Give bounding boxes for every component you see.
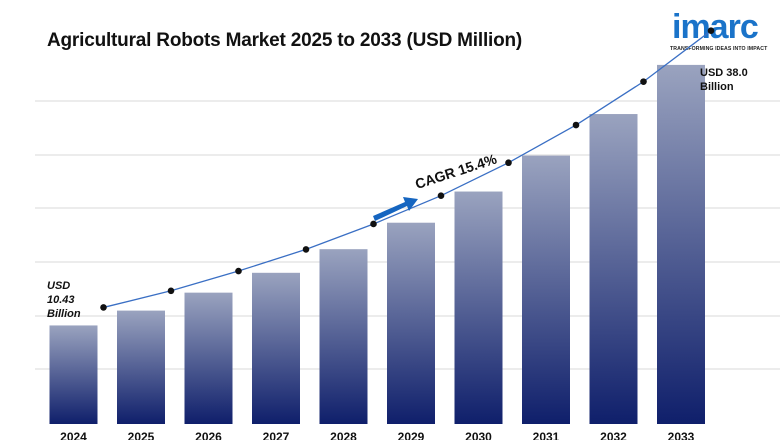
start-annotation-line: Billion — [47, 308, 81, 320]
end-annotation-line: USD 38.0 — [700, 67, 748, 79]
bar-2026 — [184, 292, 233, 424]
x-tick-label: 2033 — [668, 430, 695, 440]
trend-point-2032 — [640, 78, 647, 85]
trend-point-2033 — [707, 27, 715, 34]
bar-2028 — [319, 249, 368, 424]
end-value-annotation: USD 38.0 Billion — [700, 66, 748, 94]
start-annotation-line: USD — [47, 280, 71, 292]
logo-tagline: TRANSFORMING IDEAS INTO IMPACT — [670, 46, 768, 52]
end-annotation-line: Billion — [700, 81, 734, 93]
trend-point-2031 — [572, 121, 580, 129]
imarc-logo: imarc TRANSFORMING IDEAS INTO IMPACT — [668, 8, 776, 54]
trend-point-2030 — [505, 159, 512, 167]
start-annotation-line: 10.43 — [47, 294, 75, 306]
x-tick-label: 2032 — [600, 430, 627, 440]
cagr-arrow-icon — [373, 197, 418, 221]
bar-2024 — [49, 325, 98, 424]
bar-2027 — [252, 272, 300, 424]
x-tick-label: 2027 — [263, 430, 290, 440]
bar-2029 — [387, 222, 435, 424]
bar-2025 — [117, 310, 165, 424]
x-tick-label: 2029 — [398, 430, 425, 440]
trend-point-2024 — [100, 304, 107, 311]
x-tick-label: 2026 — [195, 430, 222, 440]
chart-title: Agricultural Robots Market 2025 to 2033 … — [47, 30, 523, 51]
start-value-annotation: USD 10.43 Billion — [47, 279, 81, 321]
bar-2031 — [522, 155, 570, 424]
trend-line — [100, 27, 715, 311]
x-tick-label: 2028 — [330, 430, 357, 440]
bar-2033 — [657, 64, 705, 425]
bar-2030 — [454, 191, 503, 424]
x-tick-label: 2030 — [465, 430, 492, 440]
trend-point-2026 — [235, 267, 242, 275]
trend-point-2029 — [437, 192, 445, 200]
trend-point-2027 — [302, 246, 310, 253]
bars — [49, 64, 705, 425]
x-tick-label: 2024 — [60, 430, 87, 440]
trend-point-2025 — [167, 287, 175, 295]
logo-wordmark: imarc — [672, 8, 759, 46]
x-tick-label: 2031 — [533, 430, 560, 440]
x-tick-label: 2025 — [128, 430, 155, 440]
trend-point-2028 — [370, 220, 377, 228]
bar-2032 — [589, 114, 638, 424]
x-tick-labels: 2024 2025 2026 2027 2028 2029 2030 2031 2032 2033 — [60, 430, 695, 440]
trend-polyline — [103, 30, 712, 309]
arrow-shape — [373, 197, 418, 221]
